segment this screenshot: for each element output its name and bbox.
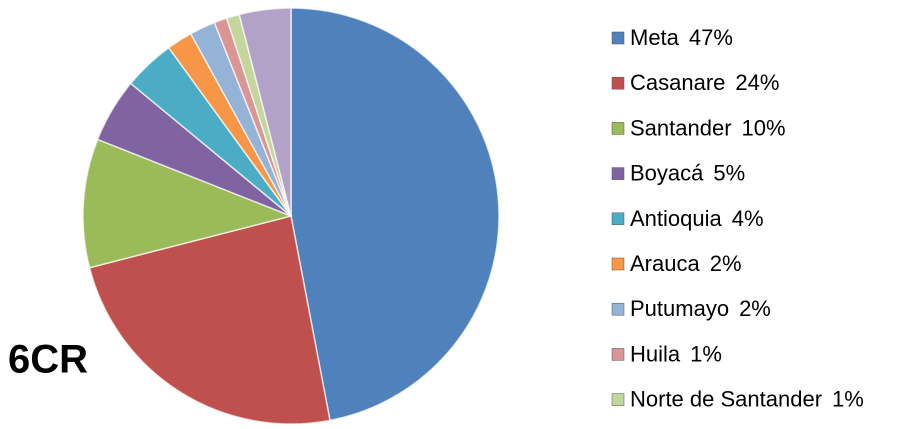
legend-label: Huila 1% <box>630 341 722 366</box>
legend-name: Norte de Santander <box>630 386 822 411</box>
legend-value: 47% <box>689 25 733 50</box>
legend-swatch <box>611 348 625 361</box>
legend-name: Huila <box>630 341 681 366</box>
legend-value: 2% <box>739 296 771 321</box>
legend-swatch <box>611 393 625 406</box>
legend-name: Putumayo <box>630 296 729 321</box>
legend-name: Meta <box>630 25 680 50</box>
legend-name: Santander <box>630 115 732 140</box>
legend-name: Boyacá <box>630 160 704 185</box>
legend-label: Meta 47% <box>630 25 733 50</box>
legend-label: Casanare 24% <box>630 70 779 95</box>
legend-label: Arauca 2% <box>630 251 742 276</box>
legend-name: Arauca <box>630 251 700 276</box>
pie-slice <box>88 215 331 425</box>
pie-slice <box>238 7 292 217</box>
legend-value: 1% <box>832 386 864 411</box>
legend-value: 10% <box>742 115 786 140</box>
legend-value: 1% <box>690 341 722 366</box>
legend-name: Casanare <box>630 70 725 95</box>
pie-slice <box>82 138 294 269</box>
legend-value: 5% <box>713 160 745 185</box>
legend-name: Antioquia <box>630 206 723 231</box>
legend-swatch <box>611 257 625 271</box>
legend-label: Santander 10% <box>630 115 786 140</box>
legend-swatch <box>611 31 625 45</box>
legend-swatch <box>611 122 625 135</box>
legend-value: 24% <box>735 70 779 95</box>
legend-swatch <box>611 212 625 226</box>
legend-swatch <box>611 76 625 90</box>
legend-label: Boyacá 5% <box>630 160 745 185</box>
legend-swatch <box>611 302 625 316</box>
legend-value: 2% <box>710 251 742 276</box>
legend-value: 4% <box>732 206 764 231</box>
legend-label: Antioquia 4% <box>630 206 764 231</box>
legend-label: Norte de Santander 1% <box>630 386 864 411</box>
pie-slice <box>290 7 500 422</box>
annotation: 6CR <box>8 338 88 382</box>
legend-label: Putumayo 2% <box>630 296 771 321</box>
legend-swatch <box>611 167 625 180</box>
